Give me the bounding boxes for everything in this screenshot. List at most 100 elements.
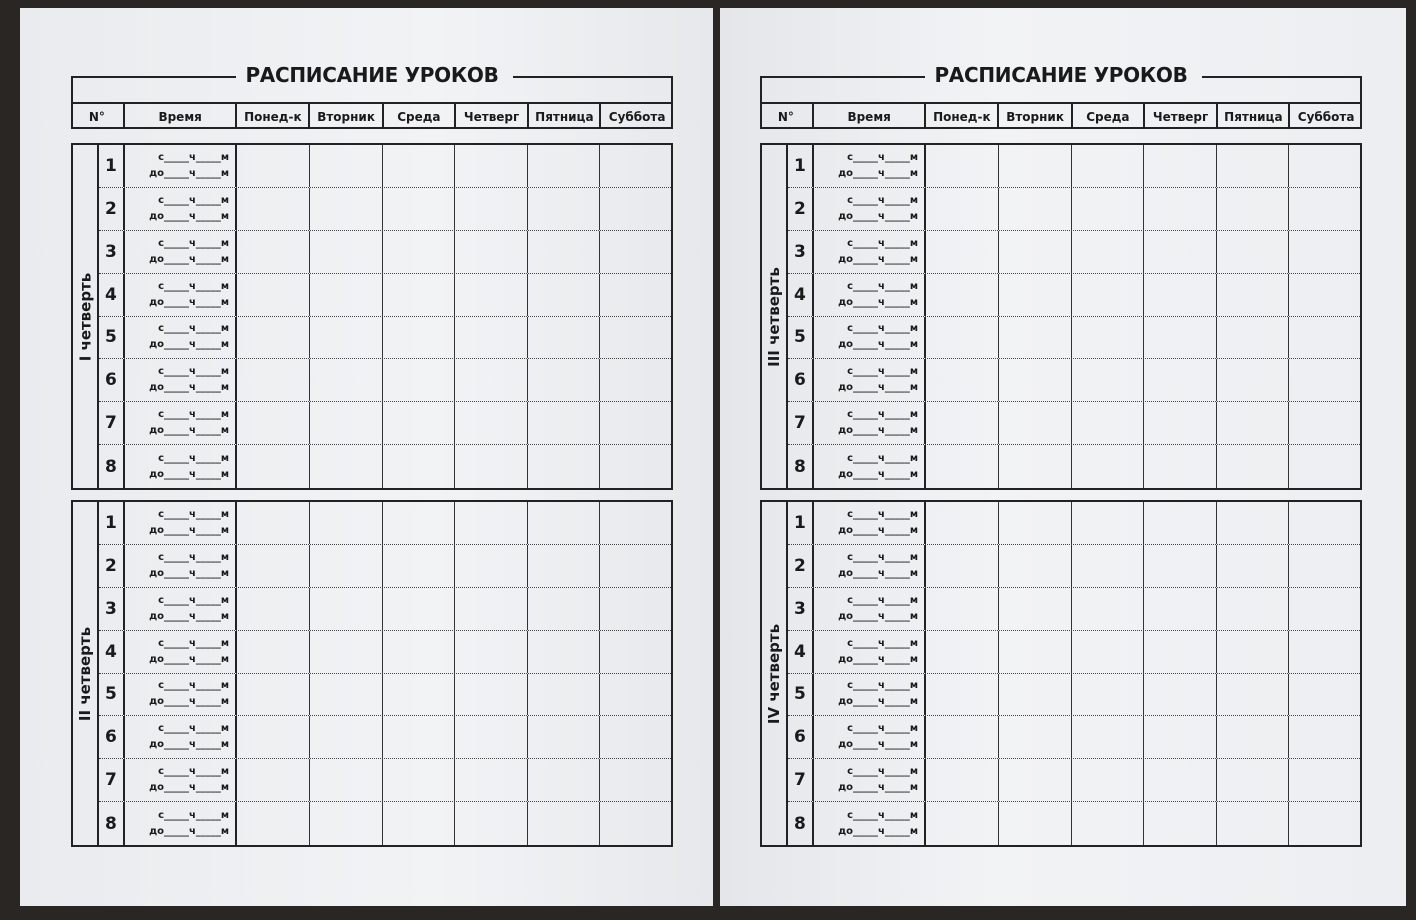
day-cell[interactable] bbox=[528, 402, 600, 445]
day-cell[interactable] bbox=[1289, 145, 1360, 187]
day-cell[interactable] bbox=[600, 445, 671, 488]
lesson-time-cell[interactable]: с_____ч_____м до_____ч_____м bbox=[125, 544, 238, 587]
lesson-time-cell[interactable]: с_____ч_____м до_____ч_____м bbox=[814, 802, 927, 845]
day-cell[interactable] bbox=[1144, 273, 1218, 316]
day-cell[interactable] bbox=[1144, 502, 1218, 544]
day-cell[interactable] bbox=[926, 716, 999, 759]
day-cell[interactable] bbox=[1072, 230, 1144, 273]
day-cell[interactable] bbox=[600, 759, 671, 801]
day-cell[interactable] bbox=[310, 273, 384, 316]
day-cell[interactable] bbox=[1289, 188, 1360, 230]
day-cell[interactable] bbox=[999, 759, 1073, 802]
day-cell[interactable] bbox=[1072, 759, 1144, 802]
day-cell[interactable] bbox=[528, 802, 600, 845]
day-cell[interactable] bbox=[1217, 587, 1289, 630]
day-cell[interactable] bbox=[926, 630, 999, 673]
day-cell[interactable] bbox=[455, 230, 529, 273]
day-cell[interactable] bbox=[383, 630, 455, 673]
day-cell[interactable] bbox=[926, 187, 999, 230]
day-cell[interactable] bbox=[926, 802, 999, 845]
day-cell[interactable] bbox=[600, 588, 671, 630]
day-cell[interactable] bbox=[1144, 145, 1218, 187]
day-cell[interactable] bbox=[1144, 759, 1218, 802]
day-cell[interactable] bbox=[383, 759, 455, 802]
day-cell[interactable] bbox=[926, 273, 999, 316]
day-cell[interactable] bbox=[310, 716, 384, 759]
day-cell[interactable] bbox=[237, 587, 310, 630]
day-cell[interactable] bbox=[1289, 759, 1360, 801]
day-cell[interactable] bbox=[383, 359, 455, 402]
day-cell[interactable] bbox=[1217, 359, 1289, 402]
day-cell[interactable] bbox=[455, 187, 529, 230]
day-cell[interactable] bbox=[310, 402, 384, 445]
day-cell[interactable] bbox=[528, 273, 600, 316]
lesson-time-cell[interactable]: с_____ч_____м до_____ч_____м bbox=[814, 587, 927, 630]
day-cell[interactable] bbox=[1289, 802, 1360, 845]
day-cell[interactable] bbox=[1217, 316, 1289, 359]
day-cell[interactable] bbox=[1217, 230, 1289, 273]
day-cell[interactable] bbox=[310, 759, 384, 802]
day-cell[interactable] bbox=[455, 145, 529, 187]
day-cell[interactable] bbox=[237, 630, 310, 673]
day-cell[interactable] bbox=[1217, 273, 1289, 316]
day-cell[interactable] bbox=[1144, 359, 1218, 402]
lesson-time-cell[interactable]: с_____ч_____м до_____ч_____м bbox=[125, 145, 238, 187]
day-cell[interactable] bbox=[455, 445, 529, 488]
day-cell[interactable] bbox=[999, 187, 1073, 230]
day-cell[interactable] bbox=[528, 716, 600, 759]
day-cell[interactable] bbox=[528, 359, 600, 402]
day-cell[interactable] bbox=[455, 402, 529, 445]
day-cell[interactable] bbox=[1289, 674, 1360, 716]
day-cell[interactable] bbox=[455, 359, 529, 402]
day-cell[interactable] bbox=[926, 502, 999, 544]
day-cell[interactable] bbox=[1289, 402, 1360, 444]
day-cell[interactable] bbox=[310, 544, 384, 587]
day-cell[interactable] bbox=[1289, 231, 1360, 273]
day-cell[interactable] bbox=[528, 759, 600, 802]
day-cell[interactable] bbox=[600, 188, 671, 230]
day-cell[interactable] bbox=[1217, 759, 1289, 802]
day-cell[interactable] bbox=[237, 759, 310, 802]
day-cell[interactable] bbox=[1072, 445, 1144, 488]
day-cell[interactable] bbox=[926, 759, 999, 802]
day-cell[interactable] bbox=[1072, 630, 1144, 673]
day-cell[interactable] bbox=[310, 673, 384, 716]
lesson-time-cell[interactable]: с_____ч_____м до_____ч_____м bbox=[125, 230, 238, 273]
day-cell[interactable] bbox=[926, 402, 999, 445]
day-cell[interactable] bbox=[528, 587, 600, 630]
lesson-time-cell[interactable]: с_____ч_____м до_____ч_____м bbox=[125, 445, 238, 488]
day-cell[interactable] bbox=[1144, 716, 1218, 759]
day-cell[interactable] bbox=[1072, 716, 1144, 759]
lesson-time-cell[interactable]: с_____ч_____м до_____ч_____м bbox=[814, 359, 927, 402]
day-cell[interactable] bbox=[926, 145, 999, 187]
day-cell[interactable] bbox=[600, 545, 671, 587]
lesson-time-cell[interactable]: с_____ч_____м до_____ч_____м bbox=[814, 230, 927, 273]
day-cell[interactable] bbox=[999, 630, 1073, 673]
day-cell[interactable] bbox=[1072, 187, 1144, 230]
lesson-time-cell[interactable]: с_____ч_____м до_____ч_____м bbox=[125, 502, 238, 544]
day-cell[interactable] bbox=[600, 674, 671, 716]
day-cell[interactable] bbox=[1072, 544, 1144, 587]
day-cell[interactable] bbox=[1217, 630, 1289, 673]
day-cell[interactable] bbox=[1072, 502, 1144, 544]
day-cell[interactable] bbox=[999, 502, 1073, 544]
day-cell[interactable] bbox=[528, 544, 600, 587]
lesson-time-cell[interactable]: с_____ч_____м до_____ч_____м bbox=[814, 673, 927, 716]
day-cell[interactable] bbox=[455, 502, 529, 544]
day-cell[interactable] bbox=[1072, 673, 1144, 716]
day-cell[interactable] bbox=[999, 802, 1073, 845]
day-cell[interactable] bbox=[999, 544, 1073, 587]
day-cell[interactable] bbox=[1217, 802, 1289, 845]
day-cell[interactable] bbox=[310, 445, 384, 488]
day-cell[interactable] bbox=[600, 402, 671, 444]
lesson-time-cell[interactable]: с_____ч_____м до_____ч_____м bbox=[125, 187, 238, 230]
day-cell[interactable] bbox=[1289, 631, 1360, 673]
day-cell[interactable] bbox=[1144, 230, 1218, 273]
day-cell[interactable] bbox=[999, 402, 1073, 445]
day-cell[interactable] bbox=[600, 274, 671, 316]
day-cell[interactable] bbox=[1144, 187, 1218, 230]
day-cell[interactable] bbox=[926, 673, 999, 716]
day-cell[interactable] bbox=[999, 316, 1073, 359]
day-cell[interactable] bbox=[1072, 145, 1144, 187]
day-cell[interactable] bbox=[237, 316, 310, 359]
